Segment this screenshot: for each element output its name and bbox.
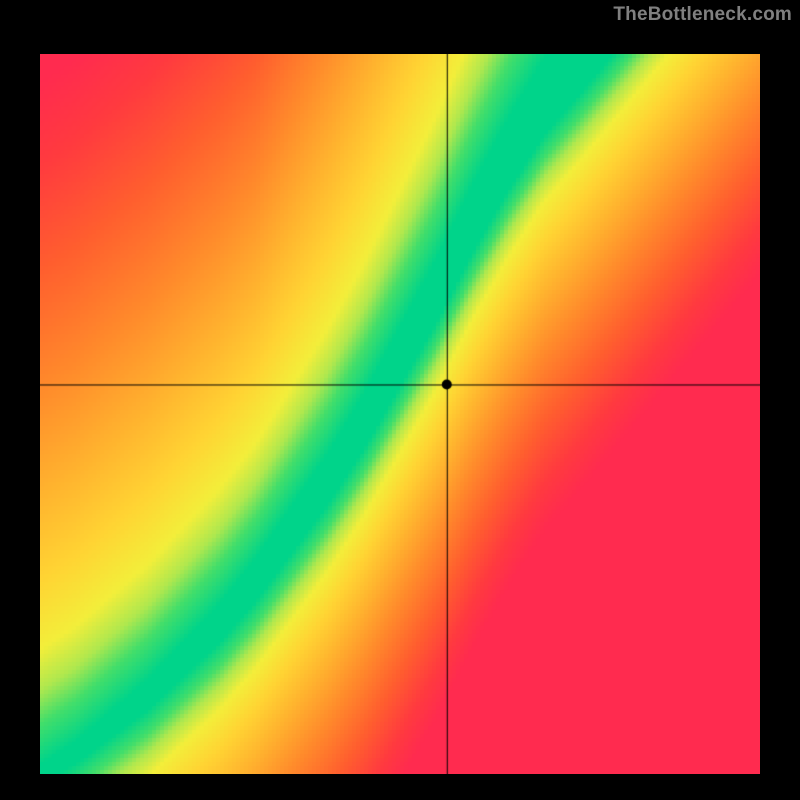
bottleneck-heatmap <box>40 54 760 774</box>
watermark-text: TheBottleneck.com <box>613 4 792 26</box>
chart-container <box>0 28 800 800</box>
